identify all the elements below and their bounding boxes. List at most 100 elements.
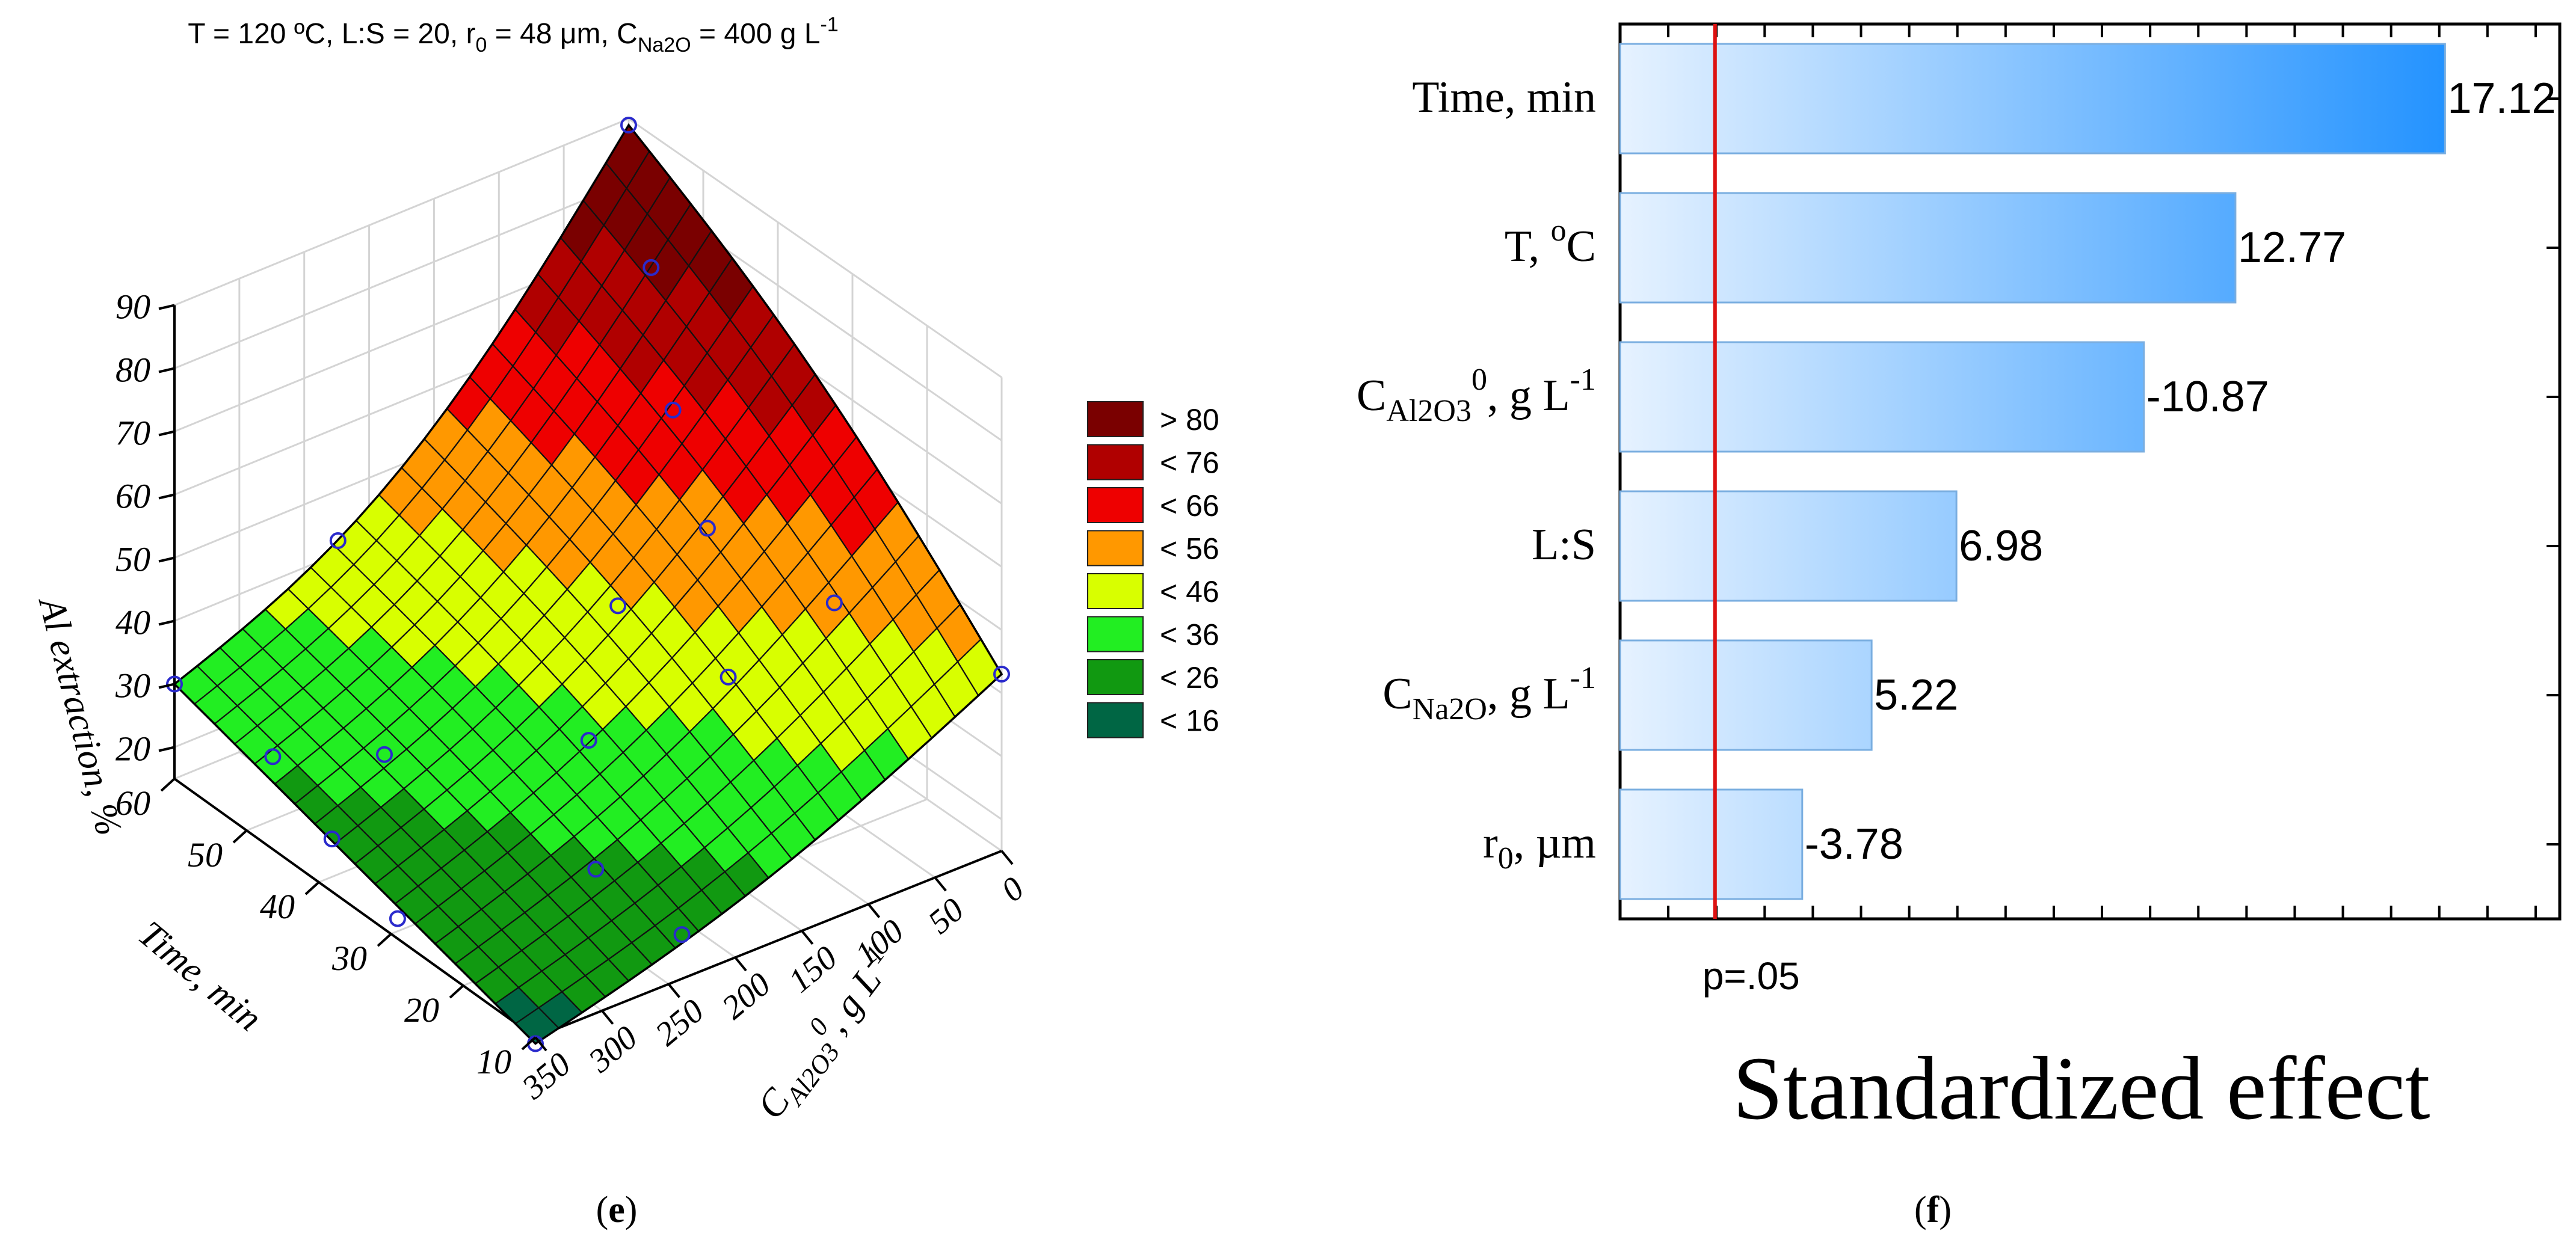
z-tick [158,556,175,563]
z-tick-label: 90 [116,287,150,327]
grid-line [174,118,629,306]
surface-mesh-lines [173,123,1003,1045]
box-edge [173,778,537,1039]
grid-line [628,118,1002,378]
legend-label: < 56 [1160,532,1219,566]
value-label: 17.12 [2447,75,2556,123]
legend-swatch [1087,702,1144,738]
grid-line [174,181,629,369]
observed-point [825,594,843,612]
z-tick-label: 30 [115,666,150,705]
conc-tick-label: 0 [994,870,1031,909]
z-tick [158,683,175,689]
conc-tick-label: 250 [649,992,711,1053]
time-axis-label: Time, min [131,913,270,1039]
response-surface [173,124,1003,1045]
z-tick-label: 40 [116,603,150,642]
observed-point [664,401,682,419]
legend-swatch [1087,573,1144,609]
surface-panel: T = 120 ºC, L:S = 20, r0 = 48 μm, CNa2O … [30,13,1219,1230]
observed-point [329,532,347,549]
value-label: 6.98 [1959,522,2043,570]
time-tick [232,829,248,844]
time-tick-label: 20 [404,990,439,1030]
pareto-x-axis-title: Standardized effect [1733,1039,2430,1138]
time-tick [521,1036,537,1051]
effect-bar [1619,788,1804,900]
observed-point [587,861,605,878]
z-tick-label: 50 [116,540,150,579]
z-tick [158,746,175,752]
time-axis-ticks: 60 50 40 30 20 10 [116,778,537,1081]
time-tick-label: 40 [260,887,295,926]
observed-point [264,748,282,766]
category-label: Time, min [1412,73,1596,122]
z-tick [158,493,175,500]
observed-point [609,597,627,615]
z-tick [158,430,175,437]
time-tick-label: 10 [476,1042,511,1081]
observed-point [719,668,737,686]
time-tick [304,881,320,895]
time-tick-label: 30 [331,939,367,978]
legend-label: < 46 [1160,575,1219,609]
value-label: 12.77 [2238,224,2346,272]
time-tick [377,933,392,947]
conc-tick-label: 350 [515,1045,578,1106]
z-tick [158,619,175,626]
legend-label: < 76 [1160,446,1219,480]
pareto-bars [1619,43,2446,900]
category-label: T, oC [1505,213,1596,271]
conc-tick-label: 300 [581,1019,644,1080]
observed-point [642,259,660,276]
observed-point [698,520,716,537]
legend-swatch [1087,530,1144,566]
conc-tick [667,983,680,998]
value-label: -3.78 [1805,820,1903,868]
conc-tick [1000,850,1014,865]
observed-point [376,746,393,763]
category-label: r0, µm [1483,818,1596,876]
box-edge [535,850,1002,1039]
effect-bar [1619,43,2446,155]
legend-swatch [1087,401,1144,437]
time-tick [449,984,464,999]
surface-outline [173,123,1003,1045]
conc-tick-label: 200 [715,966,777,1027]
legend-label: < 66 [1160,489,1219,523]
observed-point [580,732,597,749]
conc-tick [734,956,747,972]
z-tick-label: 80 [116,351,150,390]
observed-points [166,117,1010,1052]
effect-bar [1619,639,1873,751]
time-tick [160,778,176,792]
conc-tick-label: 50 [921,891,971,941]
effect-bar [1619,490,1958,602]
plot-box-edges [173,305,1002,1039]
z-axis-ticks: 20 30 40 50 60 70 80 90 [115,287,175,769]
category-label: L:S [1532,520,1596,569]
pareto-value-labels: 17.12 12.77 -10.87 6.98 5.22 -3.78 [1805,75,2556,868]
legend-swatch [1087,659,1144,695]
conc-tick [801,930,814,945]
panel-label-e: (e) [596,1189,638,1230]
z-axis-label: Al extraction, % [30,591,129,839]
surface-legend: > 80 < 76 < 66 < 56 < 46 < 36 < 26 < 16 [1087,401,1219,738]
panel-label-f: (f) [1914,1189,1952,1230]
pareto-panel: Time, min T, oC CAl2O30, g L-1 L:S CNa2O, g … [1357,22,2562,1230]
observed-point [389,910,406,927]
z-tick-label: 70 [116,414,150,453]
z-tick [158,304,175,310]
surface-title: T = 120 ºC, L:S = 20, r0 = 48 μm, CNa2O … [188,13,839,57]
legend-swatch [1087,444,1144,480]
legend-label: < 26 [1160,661,1219,695]
legend-label: < 36 [1160,618,1219,652]
significance-label: p=.05 [1702,954,1800,998]
conc-tick [534,1036,547,1052]
legend-label: > 80 [1160,403,1219,437]
observed-point [166,675,183,693]
legend-swatch [1087,616,1144,652]
observed-point [323,830,340,848]
z-tick-label: 60 [116,477,150,516]
observed-point [673,926,691,944]
